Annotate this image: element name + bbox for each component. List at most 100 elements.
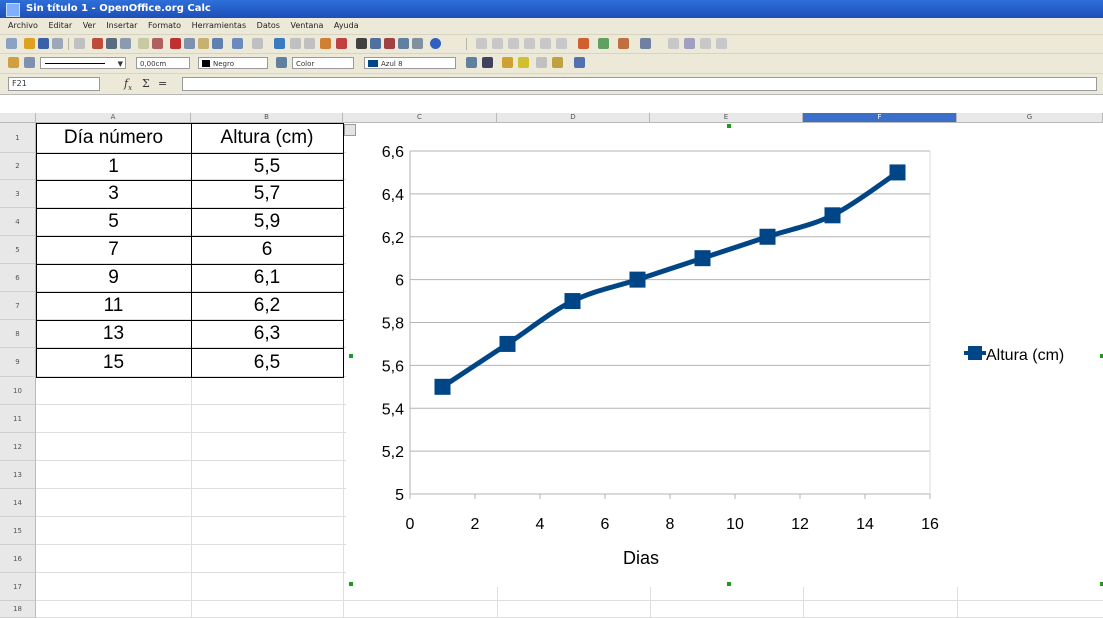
data-cell[interactable]: 3 xyxy=(108,183,119,204)
line-width-field[interactable]: 0,00cm xyxy=(136,57,190,69)
menu-formato[interactable]: Formato xyxy=(147,21,182,30)
data-cell[interactable]: 11 xyxy=(103,295,124,316)
arrow-style-icon[interactable] xyxy=(24,57,35,68)
menu-datos[interactable]: Datos xyxy=(256,21,280,30)
chart-legend-icon[interactable] xyxy=(640,38,651,49)
row-header[interactable]: 16 xyxy=(0,545,36,573)
function-wizard-icon[interactable]: fx xyxy=(124,77,133,93)
header-cell-dia[interactable]: Día número xyxy=(63,127,164,148)
line-color-select[interactable]: Negro xyxy=(198,57,268,69)
sort-descending-icon[interactable] xyxy=(304,38,315,49)
function-icon[interactable]: = xyxy=(158,77,168,90)
bring-to-front-icon[interactable] xyxy=(502,57,513,68)
shadow-icon[interactable] xyxy=(466,57,477,68)
chart-scale-text-icon[interactable] xyxy=(668,38,679,49)
data-cell[interactable]: 6,3 xyxy=(253,323,281,344)
chart-handle-bottom-right[interactable] xyxy=(1100,582,1103,586)
sort-ascending-icon[interactable] xyxy=(290,38,301,49)
print-icon[interactable] xyxy=(106,38,117,49)
data-cell[interactable]: 6,2 xyxy=(253,295,281,316)
data-cell[interactable]: 6 xyxy=(261,239,273,260)
row-header[interactable]: 18 xyxy=(0,601,36,618)
row-header[interactable]: 11 xyxy=(0,405,36,433)
save-icon[interactable] xyxy=(38,38,49,49)
column-header-g[interactable]: G xyxy=(957,113,1103,123)
alignment-icon[interactable] xyxy=(574,57,585,68)
chart-axes-icon[interactable] xyxy=(618,38,629,49)
line-chart[interactable]: 5 5,2 5,4 5,6 5,8 6 6,2 6,4 6,6 0 2 4 6 8 10 12 14 16 Di… xyxy=(346,123,1103,587)
navigator-icon[interactable] xyxy=(370,38,381,49)
data-cell[interactable]: 13 xyxy=(102,323,125,344)
chart-handle-left[interactable] xyxy=(349,354,353,358)
object-properties-icon[interactable] xyxy=(8,57,19,68)
row-header[interactable]: 15 xyxy=(0,517,36,545)
align-center-icon[interactable] xyxy=(492,38,503,49)
menu-archivo[interactable]: Archivo xyxy=(8,21,38,30)
menu-herramientas[interactable]: Herramientas xyxy=(191,21,247,30)
data-cell[interactable]: 5,9 xyxy=(253,211,281,232)
chart-handle-top[interactable] xyxy=(727,124,731,128)
row-header[interactable]: 8 xyxy=(0,320,36,348)
data-cell[interactable]: 1 xyxy=(108,156,119,177)
cut-icon[interactable] xyxy=(170,38,181,49)
chart-grid-icon[interactable] xyxy=(700,38,711,49)
area-color-select[interactable]: Azul 8 xyxy=(364,57,456,69)
undo-icon[interactable] xyxy=(232,38,243,49)
column-header-d[interactable]: D xyxy=(497,113,650,123)
format-paintbrush-icon[interactable] xyxy=(212,38,223,49)
chart-type-icon[interactable] xyxy=(578,38,589,49)
zoom-icon[interactable] xyxy=(412,38,423,49)
hyperlink-icon[interactable] xyxy=(274,38,285,49)
menu-editar[interactable]: Editar xyxy=(48,21,73,30)
export-pdf-icon[interactable] xyxy=(92,38,103,49)
chart-options-icon[interactable] xyxy=(716,38,727,49)
help-icon[interactable] xyxy=(430,38,441,49)
column-header-a[interactable]: A xyxy=(36,113,191,123)
menu-ventana[interactable]: Ventana xyxy=(290,21,324,30)
align-middle-icon[interactable] xyxy=(540,38,551,49)
data-cell[interactable]: 5,5 xyxy=(253,156,281,177)
open-folder-icon[interactable] xyxy=(24,38,35,49)
chart-autolayout-icon[interactable] xyxy=(684,38,695,49)
data-cell[interactable]: 5,7 xyxy=(253,183,281,204)
data-cell[interactable]: 6,5 xyxy=(253,352,281,373)
sum-icon[interactable]: Σ xyxy=(142,77,150,90)
chart-handle-right[interactable] xyxy=(1100,354,1103,358)
chart-corner-grip[interactable] xyxy=(344,124,356,136)
row-header[interactable]: 7 xyxy=(0,292,36,320)
chart-data-table-icon[interactable] xyxy=(598,38,609,49)
new-document-icon[interactable] xyxy=(6,38,17,49)
row-header[interactable]: 9 xyxy=(0,348,36,377)
row-header[interactable]: 5 xyxy=(0,236,36,264)
print-preview-icon[interactable] xyxy=(120,38,131,49)
data-sources-icon[interactable] xyxy=(398,38,409,49)
row-header[interactable]: 13 xyxy=(0,461,36,489)
row-header[interactable]: 3 xyxy=(0,180,36,208)
select-all-corner[interactable] xyxy=(0,113,36,123)
column-header-c[interactable]: C xyxy=(343,113,497,123)
menu-insertar[interactable]: Insertar xyxy=(106,21,138,30)
column-header-e[interactable]: E xyxy=(650,113,803,123)
row-header[interactable]: 12 xyxy=(0,433,36,461)
autospellcheck-icon[interactable] xyxy=(152,38,163,49)
data-cell[interactable]: 5 xyxy=(108,211,119,232)
chart-icon[interactable] xyxy=(320,38,331,49)
anchor-icon[interactable] xyxy=(482,57,493,68)
draw-functions-icon[interactable] xyxy=(336,38,347,49)
align-left-icon[interactable] xyxy=(476,38,487,49)
chart-handle-bottom[interactable] xyxy=(727,582,731,586)
area-style-icon[interactable] xyxy=(276,57,287,68)
align-bottom-icon[interactable] xyxy=(556,38,567,49)
find-replace-icon[interactable] xyxy=(356,38,367,49)
email-icon[interactable] xyxy=(52,38,63,49)
redo-icon[interactable] xyxy=(252,38,263,49)
copy-icon[interactable] xyxy=(184,38,195,49)
column-header-b[interactable]: B xyxy=(191,113,343,123)
row-header[interactable]: 2 xyxy=(0,153,36,180)
area-mode-select[interactable]: Color xyxy=(292,57,354,69)
row-header[interactable]: 10 xyxy=(0,377,36,405)
row-header[interactable]: 4 xyxy=(0,208,36,236)
gallery-icon[interactable] xyxy=(384,38,395,49)
row-header[interactable]: 1 xyxy=(0,123,36,153)
name-box[interactable]: F21 xyxy=(8,77,100,91)
